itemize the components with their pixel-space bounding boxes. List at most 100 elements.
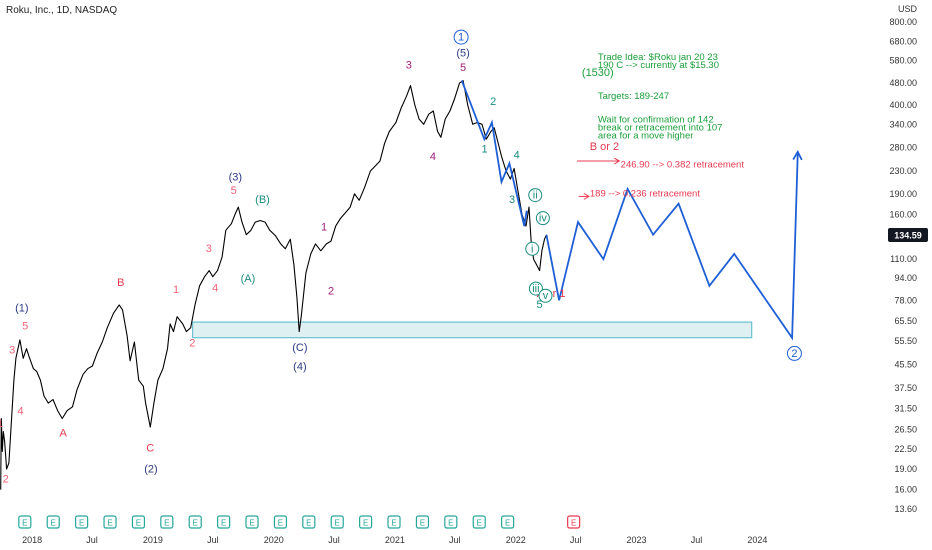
x-tick-label: Jul xyxy=(86,535,98,545)
wave-label: C xyxy=(146,443,154,455)
y-tick-label: 160.00 xyxy=(889,209,917,219)
projection-line xyxy=(545,151,799,341)
earnings-box xyxy=(387,515,401,529)
last-price-label: 134.59 xyxy=(894,231,922,241)
earnings-marker[interactable]: E xyxy=(359,515,373,529)
y-tick-label: 480.00 xyxy=(889,78,917,88)
wave-label: 3 xyxy=(206,243,212,255)
earnings-letter: E xyxy=(22,519,27,528)
y-tick-label: 22.50 xyxy=(894,444,917,454)
wave-label: (2) xyxy=(144,463,157,475)
earnings-letter: E xyxy=(51,519,56,528)
wave-label: 5 xyxy=(231,185,237,197)
earnings-marker[interactable]: E xyxy=(75,515,89,529)
y-tick-label: 78.00 xyxy=(894,295,917,305)
x-tick-label: 2022 xyxy=(506,535,526,545)
earnings-letter: E xyxy=(363,519,368,528)
x-tick-label: Jul xyxy=(570,535,582,545)
y-tick-label: 580.00 xyxy=(889,55,917,65)
wave-label: 4 xyxy=(514,150,520,162)
earnings-box xyxy=(131,515,146,529)
wave-label: (C) xyxy=(292,342,307,354)
wave-label: (3) xyxy=(229,172,242,184)
wave-label: 3 xyxy=(509,194,515,206)
earnings-letter: E xyxy=(335,519,340,528)
wave-label: A xyxy=(60,427,68,439)
earnings-box xyxy=(188,515,202,529)
earnings-box xyxy=(18,515,32,529)
wave-label: (B) xyxy=(255,194,270,206)
wave-circle xyxy=(453,29,469,45)
impulse-down-line xyxy=(460,80,528,227)
earnings-marker[interactable]: E xyxy=(46,515,60,529)
note-text: break or retracement into 107 xyxy=(598,122,723,133)
support-zone-box xyxy=(192,321,753,339)
wave-circle-label: iii xyxy=(532,283,539,295)
earnings-box xyxy=(75,515,89,529)
wave-label: 4 xyxy=(430,151,436,163)
x-tick-label: Jul xyxy=(449,535,461,545)
price-line xyxy=(0,80,548,490)
earnings-marker[interactable]: E xyxy=(103,515,117,529)
earnings-marker[interactable]: E xyxy=(444,515,458,529)
earnings-letter: E xyxy=(505,519,510,528)
earnings-box xyxy=(415,515,430,529)
wave-circle xyxy=(535,211,550,226)
wave-label: (1530) xyxy=(582,67,614,79)
wave-label: 1 xyxy=(321,221,327,233)
y-tick-label: 110.00 xyxy=(890,254,917,264)
y-tick-label: 37.50 xyxy=(894,383,917,393)
y-axis[interactable]: 13.60 16.00 19.00 22.50 26.50 31.50 37.50 45.50… xyxy=(889,17,917,514)
x-axis[interactable]: 2018 Jul 2019 Jul 2020 Jul 2021 Jul 2022 Jul 2023 J… xyxy=(22,535,767,545)
earnings-marker[interactable]: E xyxy=(415,515,430,529)
note-text: area for a move higher xyxy=(598,130,694,141)
x-tick-label: 2020 xyxy=(264,535,284,545)
y-tick-label: 19.00 xyxy=(894,464,917,474)
wave-label: 1 xyxy=(173,284,179,296)
wave-circle-label: 2 xyxy=(791,348,797,360)
earnings-marker[interactable]: E xyxy=(18,515,32,529)
earnings-marker[interactable]: E xyxy=(387,515,401,529)
earnings-letter: E xyxy=(107,519,112,528)
earnings-marker[interactable]: E xyxy=(188,515,202,529)
wave-label: 1 xyxy=(0,418,3,430)
earnings-letter: E xyxy=(79,519,84,528)
projection-arrowhead xyxy=(792,149,803,161)
wave-label: (4) xyxy=(293,361,306,373)
earnings-letter: E xyxy=(420,519,425,528)
wave-annotations: 12345(1)ABC(2)12345(3)(A)(B)12(C)(4)345(… xyxy=(0,29,802,485)
earnings-marker[interactable]: E xyxy=(273,515,288,529)
earnings-marker[interactable]: E xyxy=(330,515,344,529)
earnings-box xyxy=(501,515,515,529)
last-price-bg xyxy=(888,228,928,243)
y-tick-label: 280.00 xyxy=(889,142,917,152)
y-tick-label: 45.50 xyxy=(894,360,917,370)
wave-circle-label: i xyxy=(531,243,533,255)
earnings-box xyxy=(330,515,344,529)
earnings-marker[interactable]: E xyxy=(131,515,146,529)
earnings-box xyxy=(359,515,373,529)
earnings-marker[interactable]: E xyxy=(245,515,259,529)
earnings-letter: E xyxy=(391,519,396,528)
earnings-upcoming-marker[interactable]: E xyxy=(567,515,581,529)
earnings-marker[interactable]: E xyxy=(501,515,515,529)
series-lines xyxy=(0,80,803,490)
earnings-marker[interactable]: E xyxy=(472,515,486,529)
wave-label: 2 xyxy=(490,96,496,108)
b-or-2-arrow-head xyxy=(614,157,621,165)
wave-circle xyxy=(528,188,543,203)
y-tick-label: 55.50 xyxy=(894,336,917,346)
wave-label: 2 xyxy=(189,337,195,349)
earnings-letter: E xyxy=(477,519,482,528)
wave-label: (1) xyxy=(15,302,28,314)
earnings-marker[interactable]: E xyxy=(302,515,316,529)
earnings-letter: E xyxy=(193,519,198,528)
wave-label: (A) xyxy=(241,273,256,285)
earnings-marker[interactable]: E xyxy=(217,515,231,529)
earnings-marker[interactable]: E xyxy=(160,515,174,529)
y-tick-label: 16.00 xyxy=(894,485,917,495)
chart-title: Roku, Inc., 1D, NASDAQ xyxy=(6,5,117,16)
x-tick-label: 2019 xyxy=(143,535,163,545)
